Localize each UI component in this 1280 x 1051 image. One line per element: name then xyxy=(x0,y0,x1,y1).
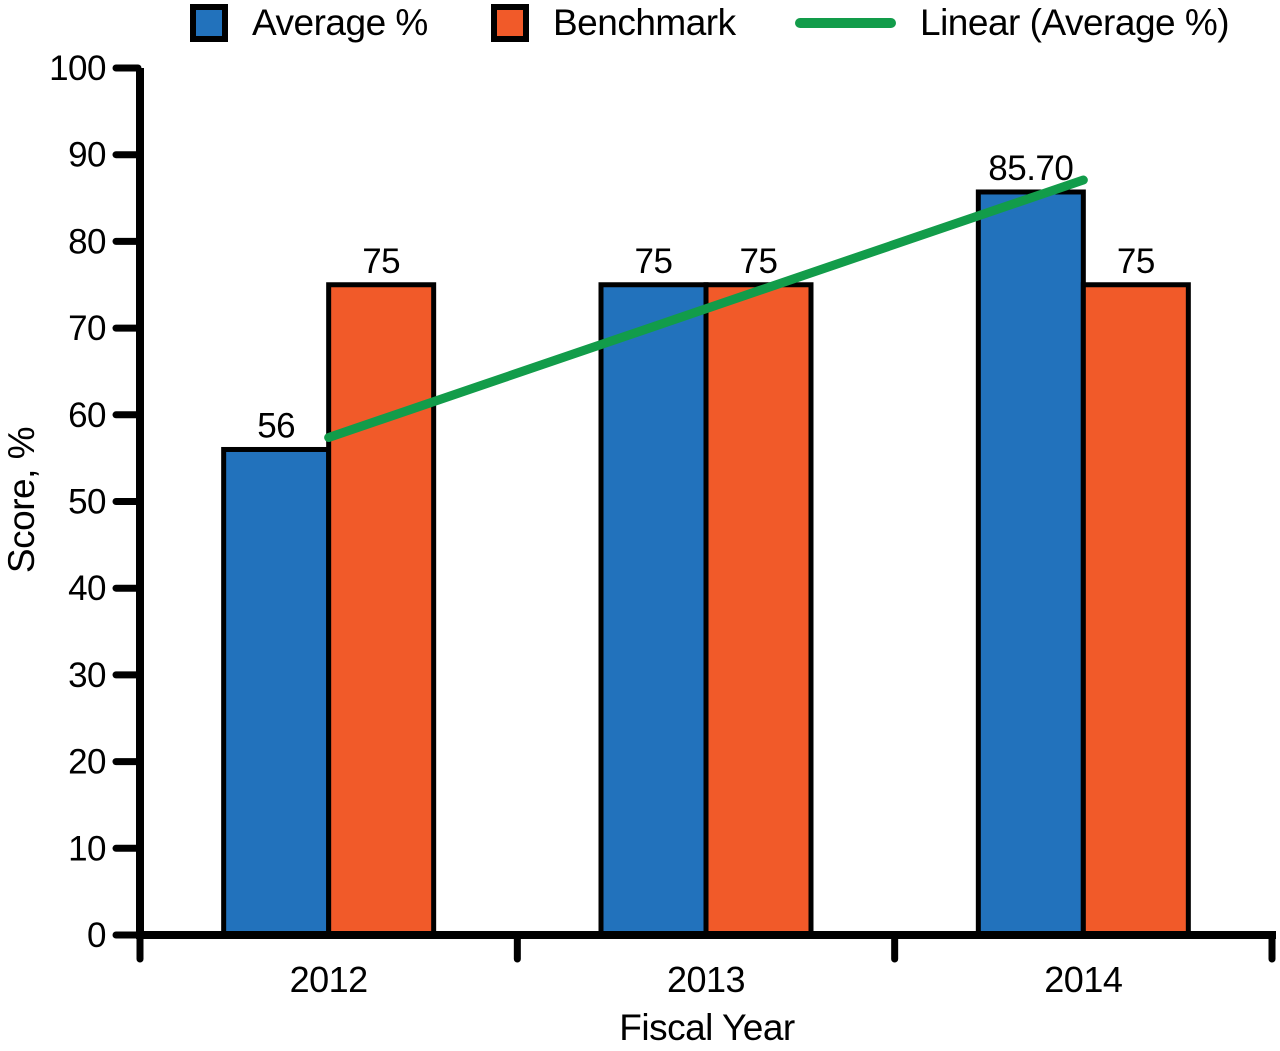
y-tick-label: 0 xyxy=(87,916,106,955)
legend-swatch-average-icon xyxy=(190,4,228,42)
data-label: 75 xyxy=(1117,242,1155,281)
data-label: 75 xyxy=(740,242,778,281)
legend-item-linear: Linear (Average %) xyxy=(795,2,1230,44)
data-label: 75 xyxy=(635,242,673,281)
y-tick-label: 40 xyxy=(68,569,106,608)
y-tick-label: 60 xyxy=(68,396,106,435)
legend-label-benchmark: Benchmark xyxy=(553,2,736,43)
y-tick-label: 20 xyxy=(68,743,106,782)
y-tick-label: 80 xyxy=(68,222,106,261)
legend-label-linear: Linear (Average %) xyxy=(920,2,1230,43)
bar-average--2014 xyxy=(975,189,1086,938)
x-tick-label: 2012 xyxy=(290,959,368,1000)
legend-item-benchmark: Benchmark xyxy=(491,2,736,44)
x-tick-label: 2014 xyxy=(1044,959,1122,1000)
bar-benchmark-2014 xyxy=(1080,282,1191,938)
bar-average--2013 xyxy=(598,282,709,938)
y-tick-label: 50 xyxy=(68,483,106,522)
data-label: 56 xyxy=(257,406,295,445)
y-tick-label: 30 xyxy=(68,656,106,695)
bar-benchmark-2012 xyxy=(326,282,437,938)
legend-swatch-benchmark-icon xyxy=(491,4,529,42)
y-tick-label: 100 xyxy=(49,49,106,88)
x-axis-title: Fiscal Year xyxy=(619,1007,795,1048)
y-tick-label: 70 xyxy=(68,309,106,348)
bar-average--2012 xyxy=(221,446,332,938)
chart-legend: Average % Benchmark Linear (Average %) xyxy=(0,0,1280,50)
data-label: 75 xyxy=(362,242,400,281)
legend-item-average: Average % xyxy=(190,2,428,44)
y-tick-label: 10 xyxy=(68,829,106,868)
trend-line xyxy=(324,175,1088,442)
x-tick-label: 2013 xyxy=(667,959,745,1000)
legend-label-average: Average % xyxy=(252,2,428,43)
data-label: 85.70 xyxy=(988,149,1073,188)
legend-swatch-linear-line-icon xyxy=(795,18,896,28)
bar-benchmark-2013 xyxy=(703,282,814,938)
y-tick-label: 90 xyxy=(68,136,106,175)
